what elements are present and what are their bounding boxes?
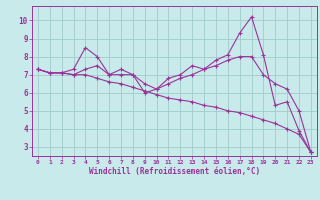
X-axis label: Windchill (Refroidissement éolien,°C): Windchill (Refroidissement éolien,°C) [89, 167, 260, 176]
